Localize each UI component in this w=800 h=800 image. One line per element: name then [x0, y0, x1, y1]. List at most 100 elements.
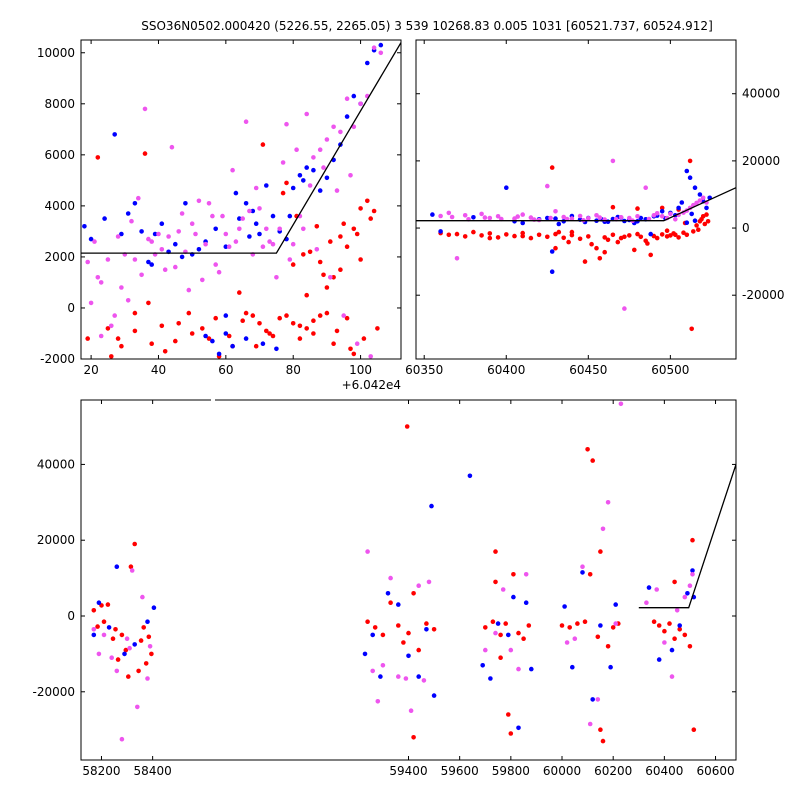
data-point [274, 346, 279, 352]
data-point [142, 151, 148, 156]
data-point [566, 239, 571, 245]
data-point [594, 213, 599, 218]
data-point [237, 226, 242, 232]
data-point [488, 676, 493, 681]
data-point [113, 627, 118, 632]
data-point [186, 310, 192, 316]
data-point [569, 216, 575, 221]
data-point [528, 215, 534, 220]
data-point [610, 204, 616, 210]
data-point [106, 625, 112, 630]
data-point [520, 212, 525, 217]
data-point [317, 313, 323, 318]
data-point [96, 651, 102, 657]
data-point [311, 331, 316, 336]
y-tick-label: 0 [67, 301, 75, 315]
data-point [668, 211, 673, 217]
data-point [689, 211, 694, 217]
data-point [173, 241, 178, 247]
data-point [82, 224, 87, 229]
data-point [516, 630, 521, 636]
data-point [479, 211, 484, 217]
data-point [203, 241, 208, 247]
data-point [257, 206, 262, 211]
model-line [81, 42, 401, 254]
data-point [253, 343, 259, 349]
data-point [553, 231, 558, 237]
x-tick-label: 60450 [569, 363, 607, 377]
data-point [206, 201, 212, 206]
data-point [270, 213, 276, 219]
data-point [536, 232, 542, 238]
x-tick-label: 60350 [405, 363, 443, 377]
data-point [659, 232, 665, 237]
data-point [257, 231, 262, 237]
data-point [114, 668, 120, 674]
data-point [173, 338, 178, 344]
data-point [264, 226, 269, 232]
data-point [125, 211, 131, 216]
data-point [467, 473, 473, 479]
data-point [260, 142, 266, 147]
data-point [454, 255, 460, 261]
data-point [676, 205, 681, 211]
data-point [582, 619, 588, 624]
data-point [264, 328, 269, 334]
x-tick-label: 20 [83, 363, 98, 377]
data-point [635, 206, 640, 211]
data-point [471, 229, 476, 235]
series-1 [82, 42, 384, 357]
data-point [416, 674, 422, 679]
data-point [449, 214, 455, 220]
data-point [549, 249, 555, 254]
data-point [223, 244, 229, 249]
data-point [699, 217, 704, 222]
data-point [602, 235, 607, 240]
x-tick-label: 58200 [82, 764, 120, 778]
data-point [482, 215, 488, 220]
data-point [388, 600, 393, 605]
axes-frame [80, 39, 402, 360]
data-point [223, 231, 229, 237]
y-tick-label: 40000 [37, 457, 75, 471]
data-point [338, 267, 343, 273]
data-point [220, 213, 225, 219]
series-0 [91, 424, 697, 744]
data-point [146, 634, 152, 640]
data-point [598, 727, 603, 732]
data-point [605, 644, 611, 649]
data-point [267, 239, 272, 244]
data-point [290, 185, 296, 191]
y-tick-label: 2000 [44, 250, 75, 264]
data-point [152, 231, 158, 237]
data-point [324, 310, 330, 316]
data-point [196, 198, 202, 204]
data-point [495, 621, 501, 626]
data-point [351, 93, 357, 99]
data-point [411, 735, 416, 740]
data-point [301, 226, 306, 232]
data-point [280, 190, 286, 196]
data-point [101, 632, 107, 638]
data-point [690, 537, 695, 543]
data-point [696, 227, 701, 232]
data-point [396, 623, 401, 628]
data-point [240, 216, 245, 221]
x-tick-label: 60500 [651, 363, 689, 377]
data-point [471, 215, 476, 220]
data-point [684, 232, 690, 238]
data-point [681, 230, 686, 235]
data-point [96, 600, 102, 605]
data-point [314, 224, 320, 229]
data-point [564, 640, 570, 645]
data-point [287, 257, 293, 262]
data-point [321, 272, 326, 278]
data-point [257, 321, 262, 326]
data-point [362, 651, 368, 657]
data-point [176, 321, 181, 326]
data-point [690, 568, 695, 573]
data-point [196, 247, 202, 252]
data-point [659, 205, 665, 211]
data-point [424, 621, 429, 626]
data-point [520, 220, 525, 226]
